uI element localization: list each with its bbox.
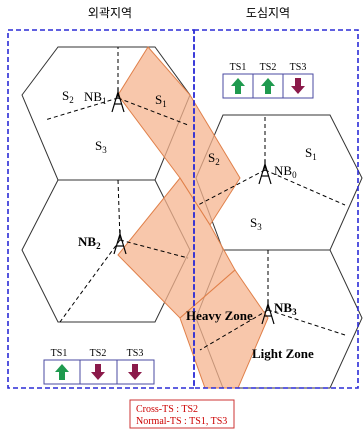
up-arrow-icon: [231, 78, 245, 94]
urban-region-title: 도심지역: [246, 6, 290, 20]
legend-cross-ts: Cross-TS : TS2: [136, 404, 198, 415]
station-label-nb2: NB2: [78, 234, 101, 251]
ts-label: TS1: [230, 62, 247, 73]
cross-zone-middle: [117, 177, 236, 319]
suburban-region-title: 외곽지역: [88, 6, 132, 20]
ts-indicator-urban: TS1 TS2 TS3: [222, 62, 314, 99]
heavy-zone-label: Heavy Zone: [186, 308, 253, 323]
ts-legend-box: Cross-TS : TS2 Normal-TS : TS1, TS3: [129, 399, 235, 429]
sector-label-s2-nb1: S2: [62, 88, 74, 105]
ts-label: TS1: [51, 348, 68, 359]
ts-label: TS3: [290, 62, 307, 73]
sector-label-s2-nb0: S2: [208, 150, 220, 167]
sector-label-s1-nb1: S1: [155, 92, 167, 109]
ts-indicator-suburban: TS1 TS2 TS3: [43, 348, 155, 385]
cross-zone-highlight: [117, 46, 269, 389]
station-label-nb0: NB0: [274, 163, 297, 180]
down-arrow-icon: [291, 78, 305, 94]
antenna-tower-icon-nb0: [258, 160, 272, 185]
urban-region-border: [193, 29, 359, 389]
station-label-nb1: NB1: [84, 89, 107, 106]
station-label-nb3: NB3: [274, 300, 297, 317]
up-arrow-icon: [261, 78, 275, 94]
antenna-tower-icon-nb3: [261, 300, 275, 325]
sector-label-s3-nb1: S3: [95, 138, 107, 155]
up-arrow-icon: [55, 364, 69, 380]
legend-normal-ts: Normal-TS : TS1, TS3: [136, 416, 227, 427]
light-zone-label: Light Zone: [252, 346, 314, 361]
ts-label: TS2: [260, 62, 277, 73]
down-arrow-icon: [128, 364, 142, 380]
sector-label-s3-nb0: S3: [250, 215, 262, 232]
sector-label-s1-nb0: S1: [305, 145, 317, 162]
ts-label: TS3: [127, 348, 144, 359]
ts-label: TS2: [90, 348, 107, 359]
down-arrow-icon: [91, 364, 105, 380]
cross-zone-lower: [179, 269, 269, 389]
antenna-tower-icon-nb1: [111, 88, 125, 113]
antenna-tower-icon-nb2: [113, 230, 127, 255]
